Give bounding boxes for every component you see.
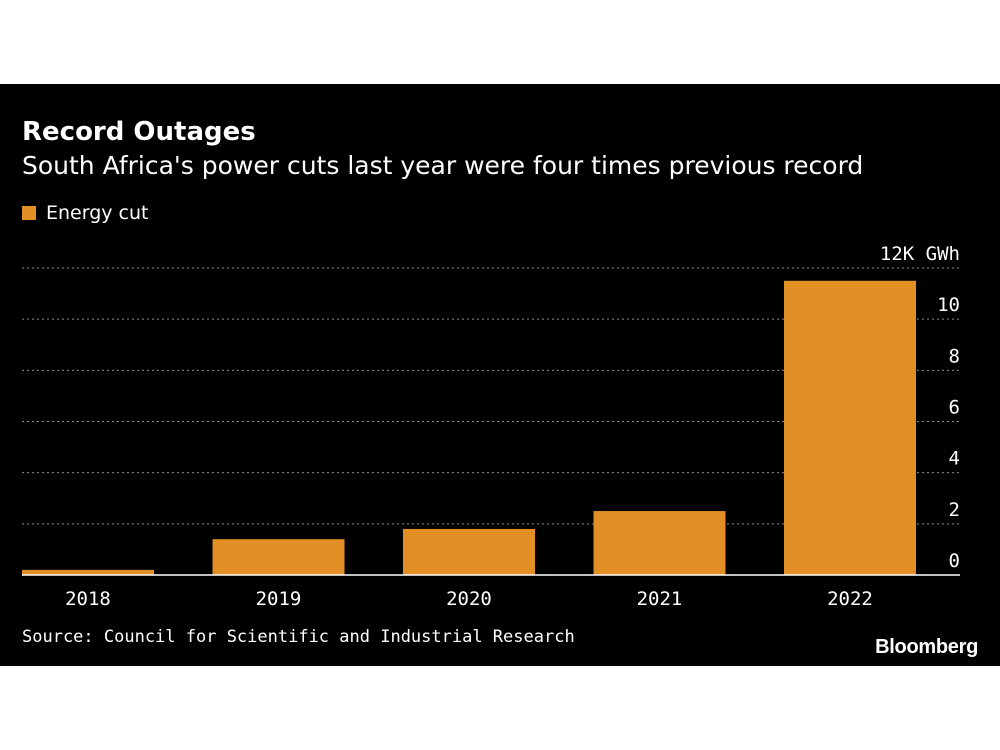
bar-2018 <box>22 569 154 575</box>
legend-label-energy-cut: Energy cut <box>46 202 149 224</box>
chart-title: Record Outages <box>22 117 256 147</box>
y-tick-label-0: 0 <box>949 550 960 572</box>
y-tick-label-10: 10 <box>937 294 960 316</box>
chart-panel: Record Outages South Africa's power cuts… <box>0 84 1000 666</box>
bloomberg-logo: Bloomberg <box>875 636 978 658</box>
bar-2020 <box>403 528 535 575</box>
y-tick-label-12: 12K GWh <box>880 243 960 265</box>
source-note: Source: Council for Scientific and Indus… <box>22 627 575 647</box>
bar-chart: 0 2 4 6 8 10 12K GWh 2018 2019 2020 2021 2022 <box>22 243 960 610</box>
bar-2019 <box>212 539 345 575</box>
x-tick-label-2020: 2020 <box>446 588 492 610</box>
y-tick-label-8: 8 <box>949 345 960 367</box>
x-tick-label-2018: 2018 <box>65 588 111 610</box>
bar-2022 <box>784 280 916 575</box>
legend-swatch <box>22 206 36 220</box>
x-tick-label-2022: 2022 <box>827 588 873 610</box>
y-tick-label-4: 4 <box>949 448 960 470</box>
x-tick-label-2021: 2021 <box>637 588 683 610</box>
y-tick-label-2: 2 <box>949 499 960 521</box>
y-tick-label-6: 6 <box>949 397 960 419</box>
x-tick-label-2019: 2019 <box>256 588 302 610</box>
chart-subtitle: South Africa's power cuts last year were… <box>22 151 864 180</box>
bar-2021 <box>593 511 726 575</box>
